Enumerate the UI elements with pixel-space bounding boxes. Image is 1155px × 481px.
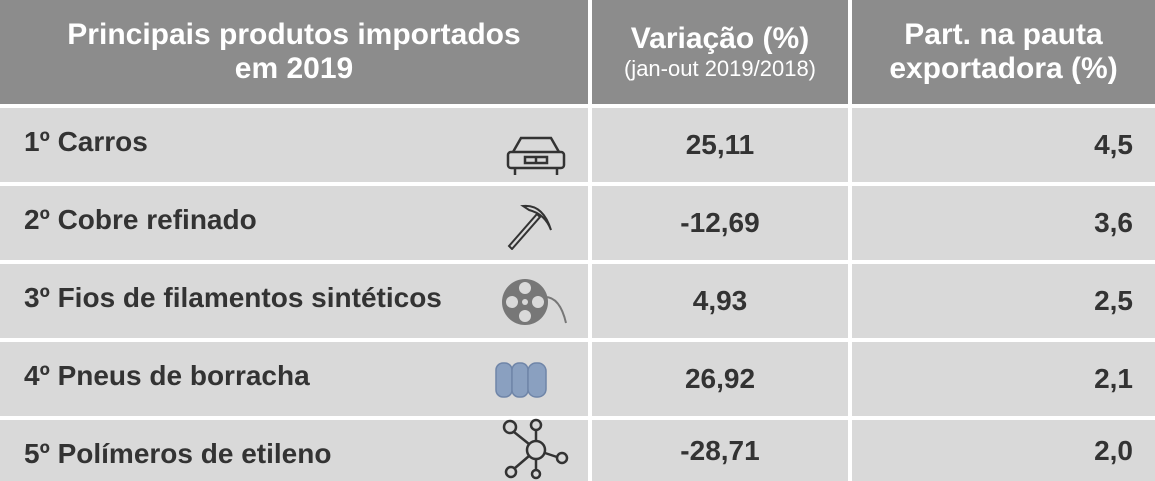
- table-cell: 2,0: [852, 420, 1155, 481]
- table-cell: -12,69: [592, 186, 848, 260]
- table-cell: 2º Cobre refinado: [0, 186, 588, 260]
- table-cell: 4,93: [592, 264, 848, 338]
- table-cell: 2,5: [852, 264, 1155, 338]
- header-cell: Principais produtos importados em 2019: [0, 0, 588, 104]
- table-cell: 26,92: [592, 342, 848, 416]
- car-icon: [506, 136, 566, 175]
- table-cell: 2,1: [852, 342, 1155, 416]
- header-text: Part. na pauta exportadora (%): [889, 18, 1118, 85]
- table-cell: -28,71: [592, 420, 848, 481]
- header-cell: Part. na pauta exportadora (%): [852, 0, 1155, 104]
- header-cell: Variação (%) (jan-out 2019/2018): [592, 0, 848, 104]
- film-reel-icon: [502, 279, 567, 325]
- pickaxe-icon: [507, 204, 552, 250]
- table-cell: 1º Carros: [0, 108, 588, 182]
- tires-icon: [495, 362, 547, 398]
- header-text: Variação (%): [630, 22, 810, 55]
- header-note: (jan-out 2019/2018): [623, 56, 817, 81]
- molecule-icon: [502, 418, 569, 480]
- table-cell: 25,11: [592, 108, 848, 182]
- table-cell: 5º Polímeros de etileno: [0, 420, 588, 481]
- table-cell: 4,5: [852, 108, 1155, 182]
- table-cell: 3,6: [852, 186, 1155, 260]
- table-cell: 3º Fios de filamentos sintéticos: [0, 264, 588, 338]
- header-text: Principais produtos importados em 2019: [67, 18, 521, 85]
- table-cell: 4º Pneus de borracha: [0, 342, 588, 416]
